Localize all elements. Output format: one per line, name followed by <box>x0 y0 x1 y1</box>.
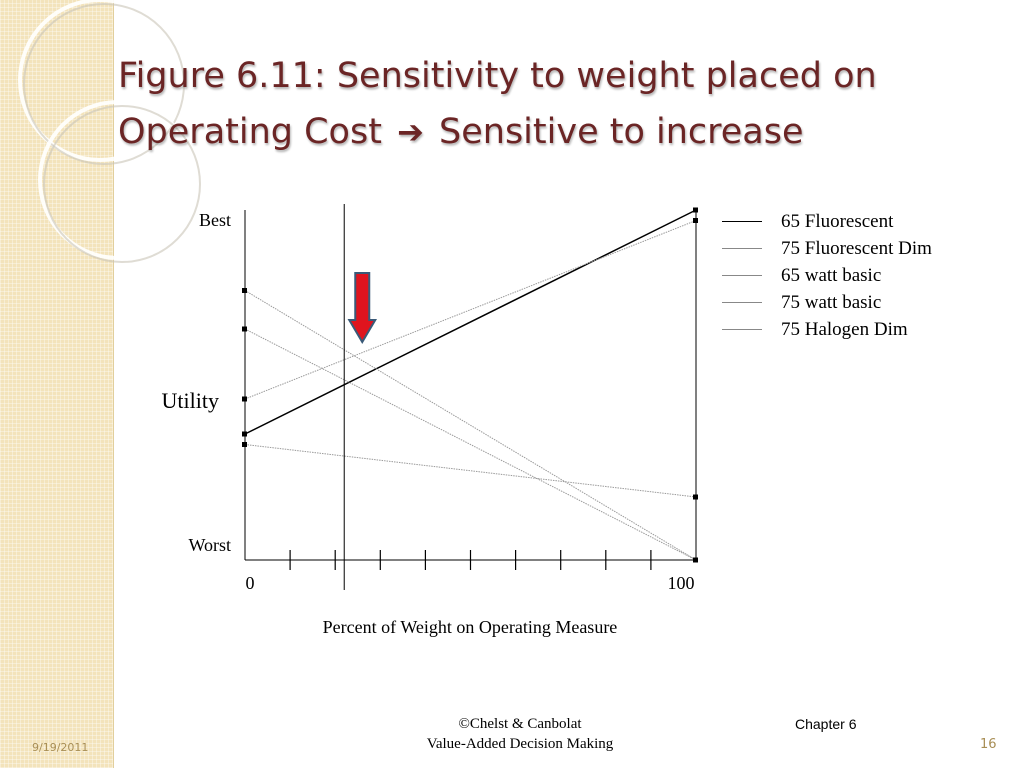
slide-title: Figure 6.11: Sensitivity to weight place… <box>118 48 998 160</box>
legend-swatch <box>722 302 762 303</box>
sidebar-background <box>0 0 114 768</box>
title-conclusion: Sensitive to increase <box>439 112 804 152</box>
data-point-marker <box>242 326 247 332</box>
legend-item: 75 Fluorescent Dim <box>722 235 932 262</box>
series-line-2 <box>244 220 697 400</box>
page-number: 16 <box>980 737 997 752</box>
series-line-4 <box>244 290 697 561</box>
legend-label: 75 Halogen Dim <box>781 318 908 340</box>
x-minor-ticks <box>289 550 652 570</box>
series-line-1 <box>244 209 697 435</box>
copyright-line: ©Chelst & Canbolat <box>458 716 582 732</box>
y-axis-title: Utility <box>162 388 219 413</box>
arrow-right-icon: ➔ <box>397 113 424 151</box>
legend-label: 65 Fluorescent <box>781 210 894 232</box>
chart-legend: 65 Fluorescent 75 Fluorescent Dim 65 wat… <box>722 208 932 343</box>
x-axis-title: Percent of Weight on Operating Measure <box>323 617 618 637</box>
series-line-3 <box>244 444 697 498</box>
chart-axes <box>244 210 697 561</box>
legend-item: 75 watt basic <box>722 289 932 316</box>
red-down-arrow <box>347 272 378 344</box>
data-point-marker <box>242 396 247 402</box>
data-point-marker <box>242 431 247 437</box>
legend-label: 75 watt basic <box>781 291 882 313</box>
legend-swatch <box>722 275 762 276</box>
legend-item: 75 Halogen Dim <box>722 316 932 343</box>
legend-label: 75 Fluorescent Dim <box>781 237 932 259</box>
series-lines <box>244 209 697 561</box>
data-point-marker <box>693 207 698 213</box>
x-tick-label-0: 0 <box>246 573 255 593</box>
footer-copyright: ©Chelst & Canbolat Value-Added Decision … <box>400 714 640 754</box>
title-text: Figure 6.11: Sensitivity to weight place… <box>118 56 877 152</box>
x-tick-label-100: 100 <box>668 573 695 593</box>
legend-label: 65 watt basic <box>781 264 882 286</box>
legend-item: 65 watt basic <box>722 262 932 289</box>
book-title-line: Value-Added Decision Making <box>426 736 614 752</box>
series-line-5 <box>244 328 697 561</box>
legend-swatch <box>722 329 762 330</box>
data-point-marker <box>242 442 247 447</box>
decorative-circles <box>18 0 201 263</box>
legend-swatch <box>722 248 762 249</box>
legend-swatch <box>722 221 762 222</box>
footer-date: 9/19/2011 <box>32 741 89 754</box>
endpoint-markers <box>242 207 698 563</box>
data-point-marker <box>693 494 698 500</box>
y-label-best: Best <box>199 210 231 230</box>
data-point-marker <box>242 288 247 293</box>
footer-chapter: Chapter 6 <box>795 716 857 732</box>
legend-item: 65 Fluorescent <box>722 208 932 235</box>
data-point-marker <box>693 218 698 223</box>
y-label-worst: Worst <box>188 535 231 555</box>
data-point-marker <box>693 557 698 563</box>
